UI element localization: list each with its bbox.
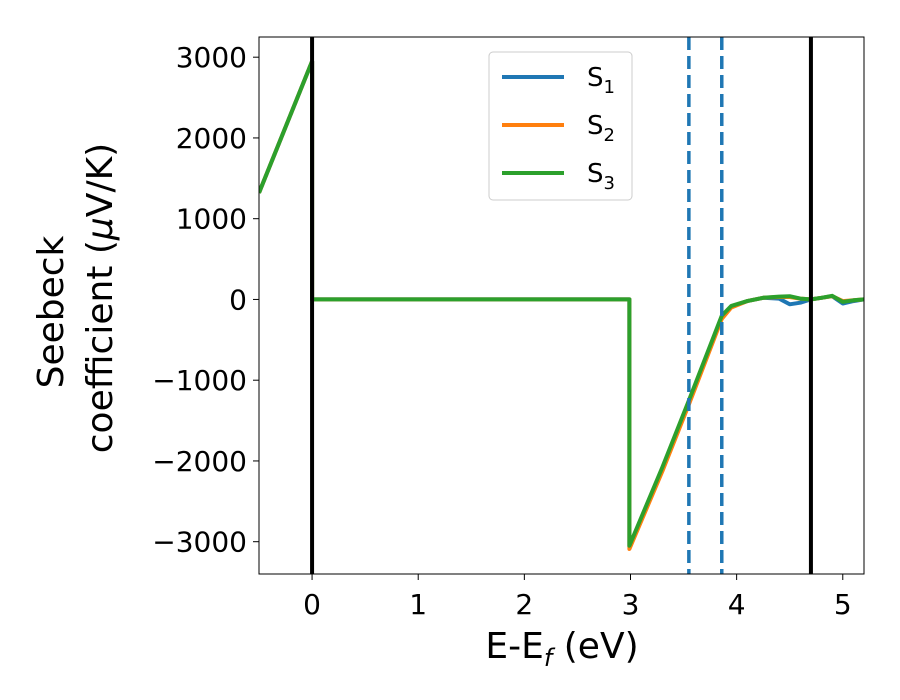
y-tick-label: 0 <box>229 283 247 316</box>
y-tick-label: −2000 <box>152 445 247 478</box>
y-axis-label-line1: Seebeck <box>31 235 72 388</box>
y-axis-label-unit: V/K) <box>80 143 121 217</box>
x-tick-label: 4 <box>728 588 746 621</box>
legend-label-1: S1 <box>587 63 615 98</box>
axes: 0 1 2 3 4 5 3000 2000 1000 0 −1000 −2000 −3000 <box>152 36 865 621</box>
y-tick-label: 3000 <box>176 41 247 74</box>
x-axis-label: E-Ef (eV) <box>485 626 638 672</box>
x-tick-label: 2 <box>515 588 533 621</box>
legend: S1 S2 S3 <box>488 51 633 201</box>
y-axis-label-mu: μ <box>80 217 121 241</box>
legend-label-3: S3 <box>587 159 615 194</box>
x-tick-label: 3 <box>622 588 640 621</box>
y-axis-label-line2: coefficient (μV/K) <box>80 143 121 453</box>
y-tick-label: −3000 <box>152 526 247 559</box>
x-tick-label: 1 <box>409 588 427 621</box>
x-tick-label: 0 <box>303 588 321 621</box>
y-tick-label: 2000 <box>176 122 247 155</box>
legend-label-2: S2 <box>587 111 615 146</box>
y-tick-label: −1000 <box>152 364 247 397</box>
y-tick-label: 1000 <box>176 203 247 236</box>
x-tick-label: 5 <box>834 588 852 621</box>
x-axis-label-unit: (eV) <box>552 626 638 667</box>
series-line-3 <box>259 59 864 548</box>
axes-frame <box>258 36 865 575</box>
plot-area <box>259 37 864 574</box>
